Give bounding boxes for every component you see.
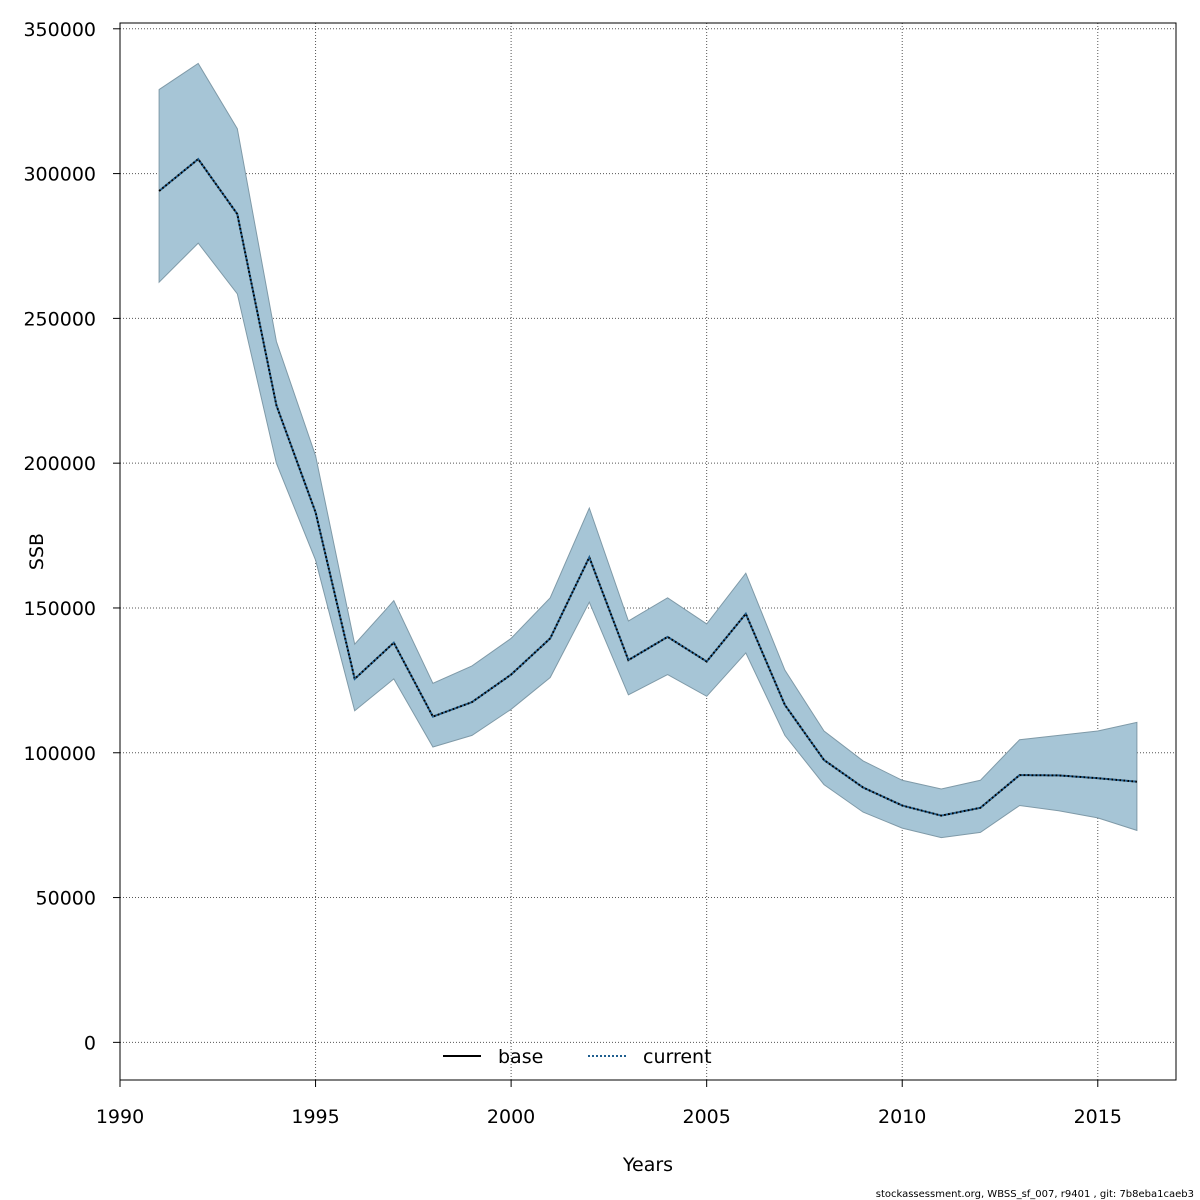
x-tick-label: 2010	[878, 1106, 926, 1128]
y-tick-label: 50000	[36, 888, 96, 910]
confidence-band	[158, 62, 1138, 839]
grid-lines	[119, 23, 1176, 1080]
plot-border	[119, 22, 1177, 1081]
x-tick-label: 1995	[291, 1106, 339, 1128]
y-tick-label: 150000	[23, 598, 96, 620]
legend: base current	[443, 1046, 712, 1068]
y-tick-label: 250000	[23, 308, 96, 330]
y-tick-label: 300000	[23, 164, 96, 186]
y-axis: 0 50000 100000 150000 200000 250000 300000 3500…	[23, 19, 121, 1054]
x-tick-label: 2005	[682, 1106, 730, 1128]
series-line-current	[158, 157, 1137, 817]
x-axis-title: Years	[622, 1154, 673, 1176]
y-tick-label: 200000	[23, 453, 96, 475]
x-axis: 1990 1995 2000 2005 2010 2015	[96, 1079, 1122, 1128]
y-tick-label: 100000	[23, 743, 96, 765]
x-tick-label: 2000	[487, 1106, 535, 1128]
series-line-current-alt	[158, 157, 1137, 817]
y-tick-label: 350000	[23, 19, 96, 41]
legend-label-base: base	[498, 1046, 543, 1068]
y-axis-title: SSB	[26, 533, 48, 570]
x-tick-label: 2015	[1074, 1106, 1122, 1128]
y-tick-label: 0	[84, 1032, 96, 1054]
footer-credit: stockassessment.org, WBSS_sf_007, r9401 …	[876, 1189, 1194, 1200]
x-tick-label: 1990	[96, 1106, 144, 1128]
series-layer	[158, 157, 1137, 817]
legend-label-current: current	[643, 1046, 712, 1068]
